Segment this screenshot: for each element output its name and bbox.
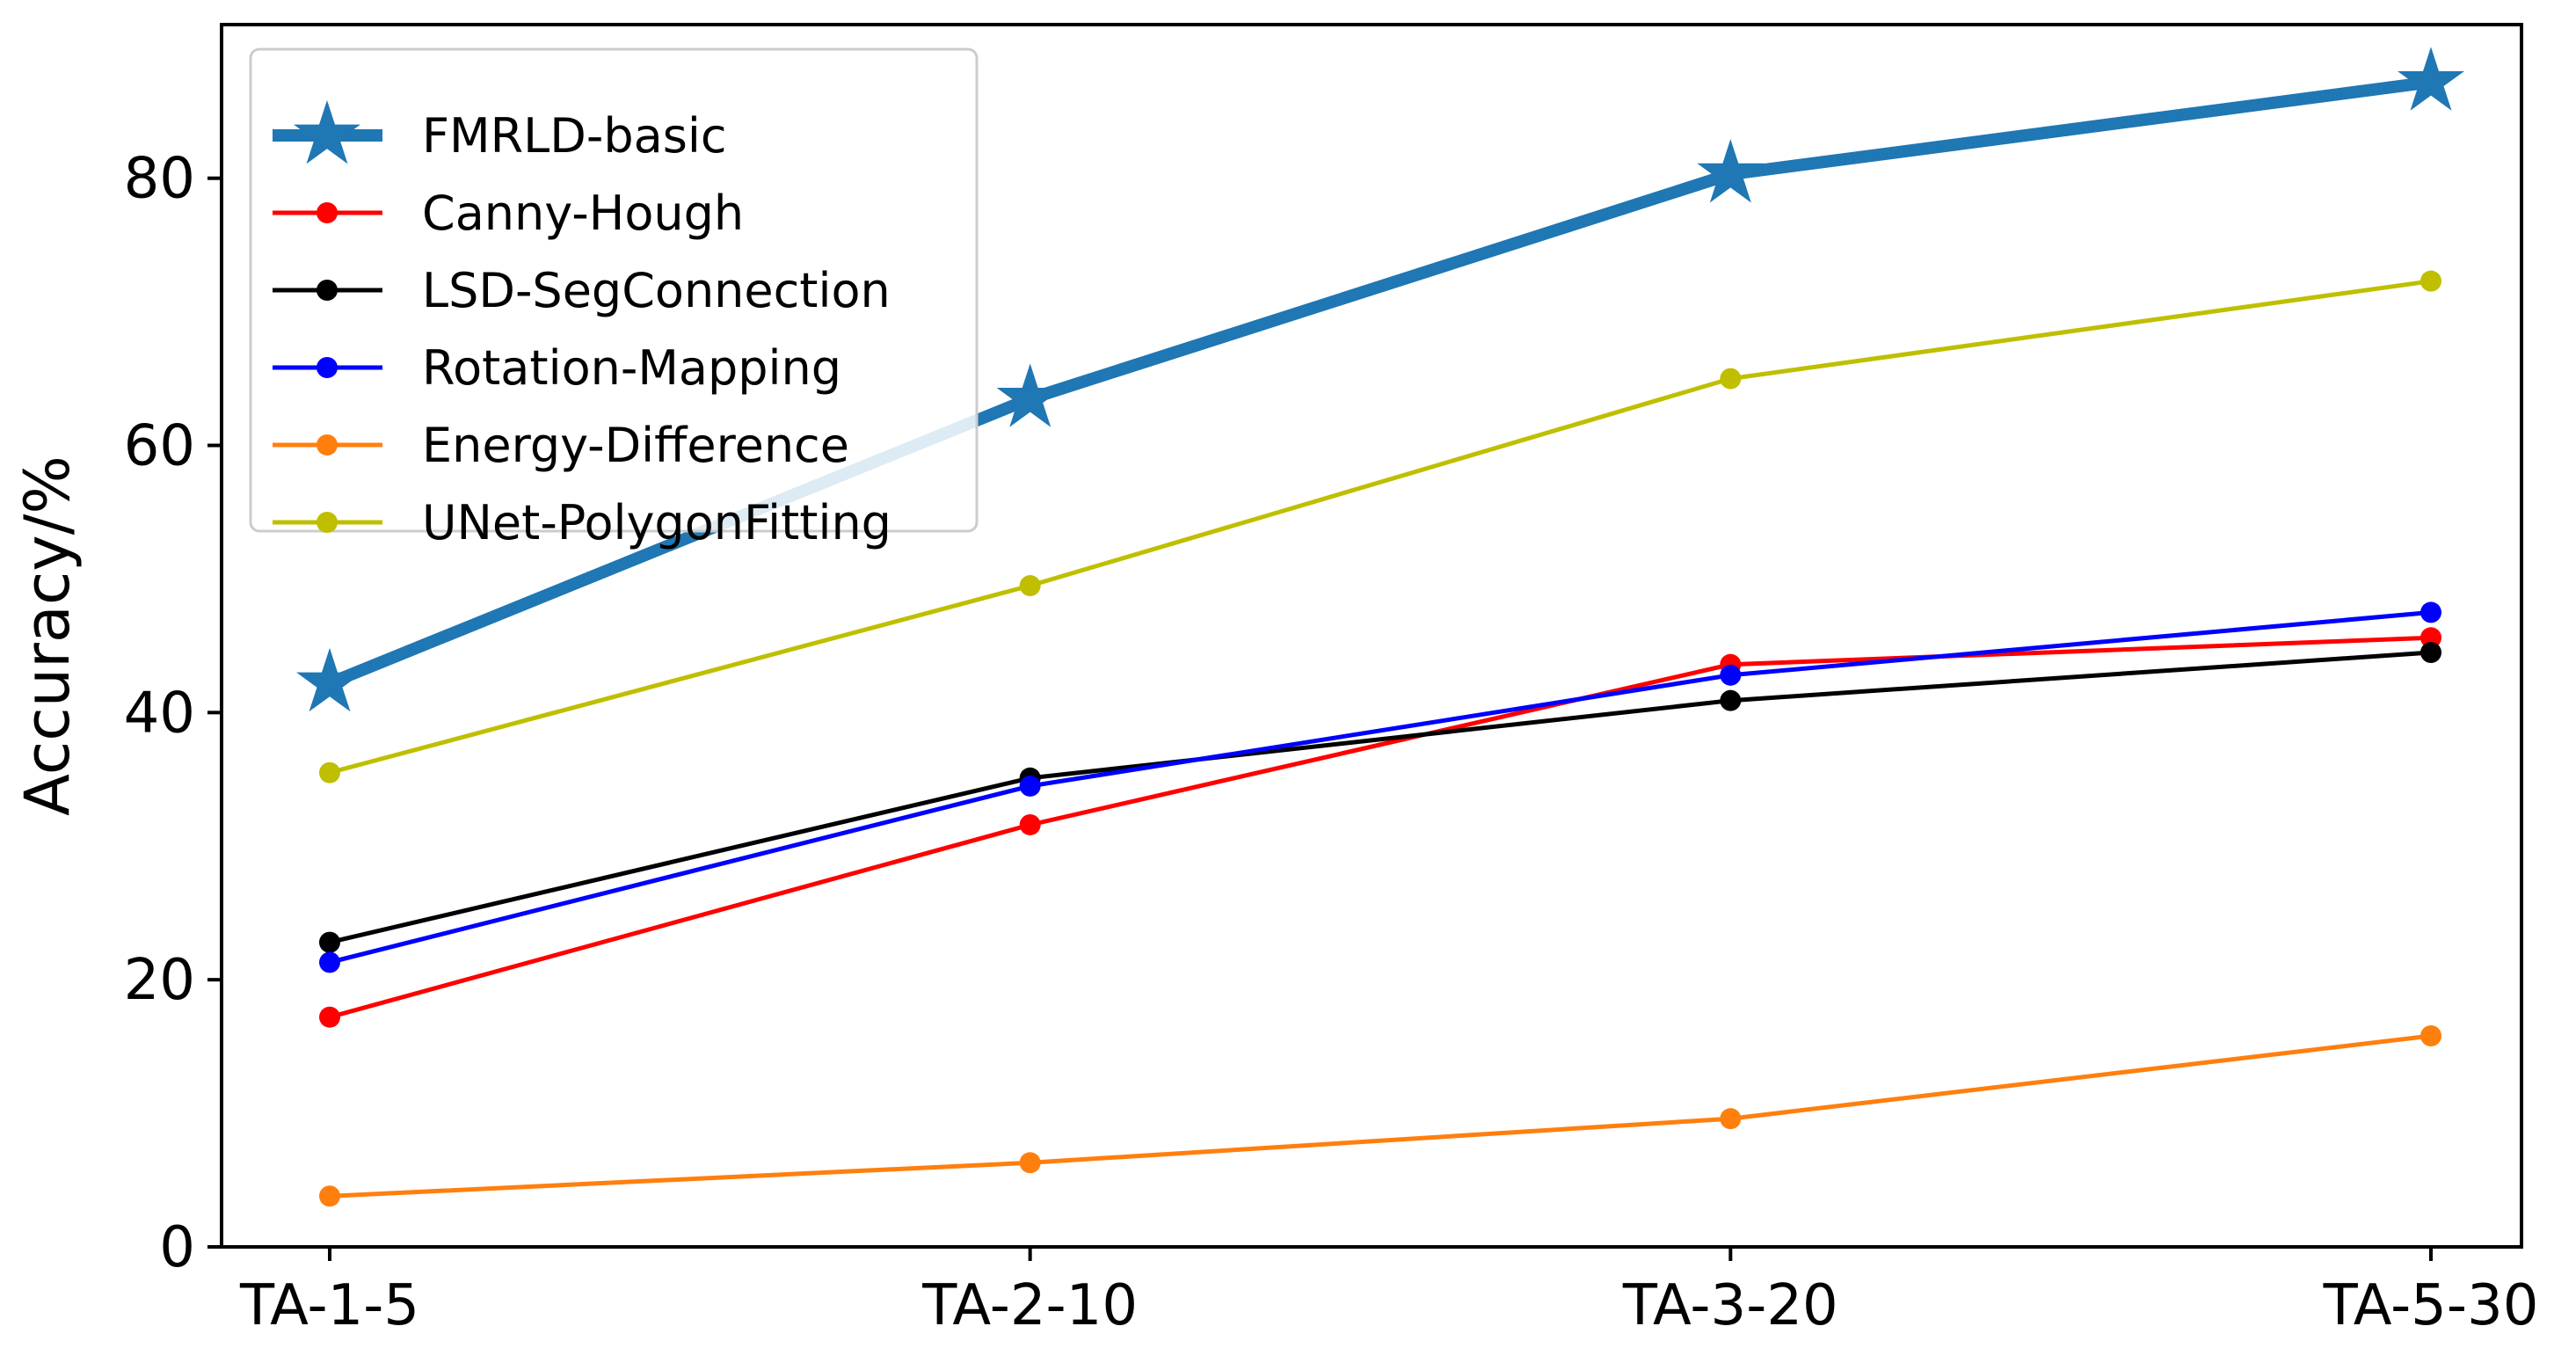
data-point <box>1720 1108 1742 1130</box>
data-point <box>1019 813 1041 835</box>
legend-item-unet-polygonfitting: UNet-PolygonFitting <box>273 495 891 550</box>
series-line <box>327 279 2434 776</box>
series-unet-polygonfitting <box>319 270 2441 783</box>
legend-item-rotation-mapping: Rotation-Mapping <box>273 340 841 396</box>
series-canny-hough <box>319 627 2441 1028</box>
legend-box <box>249 47 979 533</box>
x-tick-label: TA-1-5 <box>239 1273 419 1338</box>
y-tick-label: 60 <box>124 414 195 479</box>
data-point <box>319 1185 340 1207</box>
series-line <box>327 609 2434 965</box>
data-point <box>319 951 340 973</box>
legend-marker <box>317 357 338 378</box>
legend-label: UNet-PolygonFitting <box>422 495 891 550</box>
series-fmrld-basic <box>296 47 2464 712</box>
data-point <box>2420 270 2441 292</box>
data-point <box>1720 689 1742 711</box>
legend-item-canny-hough: Canny-Hough <box>273 186 744 241</box>
legend-label: Rotation-Mapping <box>422 340 841 396</box>
data-point <box>2420 627 2441 649</box>
data-point-star <box>996 363 1064 427</box>
series-line <box>327 1033 2434 1199</box>
series-line <box>327 635 2434 1020</box>
x-tick-label: TA-5-30 <box>2323 1273 2539 1338</box>
data-point-star <box>296 647 363 712</box>
data-point <box>1720 664 1742 686</box>
y-tick-label: 80 <box>124 147 195 212</box>
data-point <box>2420 601 2441 623</box>
data-point <box>1019 1152 1041 1174</box>
y-axis-label: Accuracy/% <box>11 455 84 816</box>
y-tick-label: 40 <box>124 681 195 746</box>
legend: FMRLD-basic Canny-Hough LSD-SegConnection R… <box>249 47 979 550</box>
data-point <box>1720 368 1742 390</box>
legend-label: LSD-SegConnection <box>422 263 891 318</box>
data-point-star <box>1697 139 1765 203</box>
y-tick-label: 20 <box>124 948 195 1013</box>
legend-item-energy-difference: Energy-Difference <box>273 418 849 473</box>
data-point <box>319 1006 340 1028</box>
data-point <box>1019 575 1041 597</box>
data-point-star <box>2398 47 2464 111</box>
legend-marker <box>317 280 338 301</box>
x-tick-label: TA-3-20 <box>1622 1273 1838 1338</box>
data-point <box>319 762 340 783</box>
legend-marker <box>317 512 338 533</box>
legend-label: Canny-Hough <box>422 186 744 241</box>
data-point <box>319 931 340 953</box>
legend-star-marker <box>294 100 360 164</box>
data-point <box>2420 641 2441 663</box>
series-layer <box>296 47 2464 1207</box>
x-tick-label: TA-2-10 <box>921 1273 1138 1338</box>
series-line <box>324 76 2437 689</box>
series-energy-difference <box>319 1024 2441 1207</box>
series-rotation-mapping <box>319 601 2441 973</box>
plot-frame <box>220 23 2523 1249</box>
data-point <box>2420 1024 2441 1046</box>
series-lsd-segconnection <box>319 641 2441 953</box>
legend-marker <box>317 202 338 223</box>
legend-label: Energy-Difference <box>422 418 849 473</box>
legend-marker <box>317 434 338 455</box>
series-line <box>327 650 2434 945</box>
legend-item-fmrld-basic: FMRLD-basic <box>273 100 727 164</box>
legend-label: FMRLD-basic <box>422 108 727 164</box>
y-tick-label: 0 <box>159 1215 195 1280</box>
legend-item-lsd-segconnection: LSD-SegConnection <box>273 263 891 318</box>
data-point <box>1019 775 1041 797</box>
axis-ticks: 0 20 40 60 80 TA-1-5 TA-2-10 TA-3-20 TA-5-30 <box>124 147 2539 1338</box>
